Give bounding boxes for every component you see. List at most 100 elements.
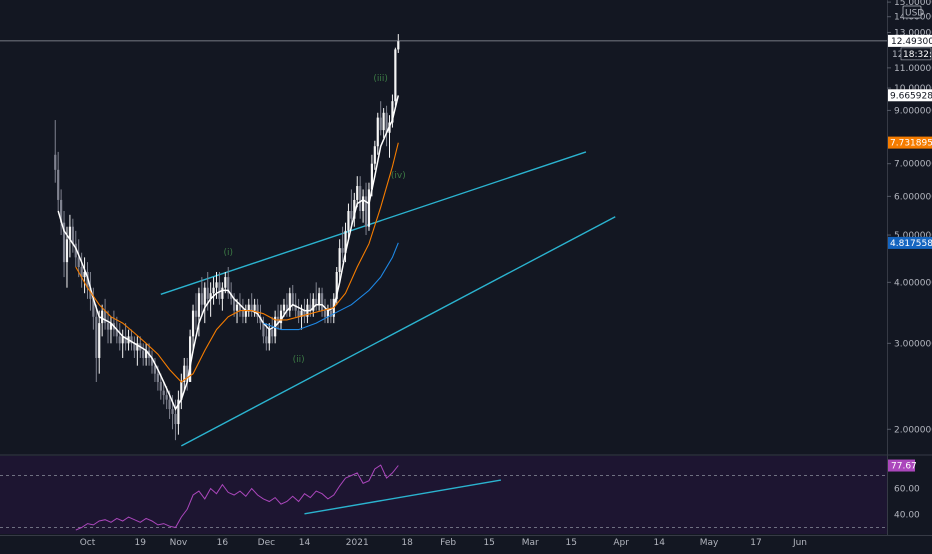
rsi-background [0, 456, 887, 534]
candle-body [106, 323, 110, 330]
candle-body [212, 287, 215, 294]
price-tick-label: 9.00000000 [894, 106, 932, 116]
rsi-tick-label: 40.00 [894, 511, 920, 521]
candle-body [159, 381, 162, 391]
candle-body [109, 323, 113, 330]
time-tick-label: Feb [440, 538, 456, 548]
time-tick-label: 15 [566, 538, 577, 548]
candle-body [385, 112, 388, 133]
candle-body [177, 399, 180, 425]
candle-body [362, 196, 365, 212]
candle-body [318, 293, 321, 305]
candle-body [215, 282, 218, 288]
candle-body [379, 117, 382, 131]
candle-body [262, 323, 265, 337]
candle-body [183, 365, 186, 382]
time-tick-label: Apr [613, 538, 629, 548]
channel-lines [160, 151, 616, 447]
indicator-price-value: 4.81755844 [890, 239, 932, 249]
time-tick-label: 14 [299, 538, 311, 548]
candle-body [74, 243, 77, 258]
rsi-value-tag [888, 459, 915, 472]
candle-body [238, 304, 242, 311]
price-tick-label: 3.00000000 [894, 339, 932, 349]
rsi-tick-label: 60.00 [894, 485, 920, 495]
candle-body [341, 248, 344, 253]
candle-body [200, 293, 203, 305]
candle-body [315, 298, 318, 305]
moving-average-line [263, 242, 399, 331]
candle-body [320, 293, 324, 311]
candle-body [394, 49, 397, 102]
candle-body [171, 409, 174, 414]
candle-body [121, 336, 124, 344]
candle-body [268, 329, 271, 344]
candle-body [294, 304, 297, 311]
moving-average-line [57, 95, 400, 411]
candle-body [150, 357, 154, 366]
price-axis: 15.0000000014.0000000013.0000000011.0000… [0, 0, 932, 435]
candle-body [142, 350, 145, 358]
candle-body [203, 287, 206, 305]
time-tick-label: 16 [217, 538, 229, 548]
candle-body [153, 365, 157, 374]
candle-body [180, 381, 183, 400]
candle-body [156, 373, 159, 382]
candle-body [265, 336, 268, 344]
wave-label: (iv) [391, 171, 406, 181]
price-tick-label: 13.00000000 [894, 28, 932, 38]
indicator-price-tag [888, 89, 932, 102]
candle-body [244, 310, 247, 317]
time-tick-label: Mar [522, 538, 539, 548]
candle-body [391, 101, 394, 123]
candle-body [101, 310, 104, 324]
candle-body [95, 316, 98, 358]
candle-body [191, 310, 195, 337]
price-tick-label: 6.00000000 [894, 192, 932, 202]
candle-body [282, 304, 286, 311]
candle-body [71, 226, 74, 244]
price-tick-label: 2.00000000 [894, 425, 932, 435]
price-tick-label: 15.00000000 [894, 0, 932, 8]
candle-body [118, 336, 121, 344]
wave-label: (ii) [293, 355, 305, 365]
candle-body [224, 277, 227, 288]
price-tick-clipped: 12 [892, 50, 903, 60]
candle-body [54, 154, 57, 170]
candle-body [124, 336, 127, 344]
currency-badge [902, 5, 922, 19]
candle-body [218, 282, 221, 299]
candle-body [397, 40, 400, 50]
rsi-trendline [304, 479, 502, 515]
candle-body [250, 304, 253, 311]
candle-body [62, 222, 66, 263]
time-axis: Oct 19 Nov 16 Dec 14 2021 18 Feb 15 Mar 15 Apr 14 May 1… [80, 538, 807, 548]
time-tick-label: Nov [170, 538, 188, 548]
candle-body [136, 343, 139, 351]
candle-body [89, 287, 92, 299]
wave-label: (v) [413, 0, 425, 1]
candle-body [288, 293, 291, 311]
time-tick-label: May [700, 538, 719, 548]
time-tick-label: 15 [483, 538, 494, 548]
time-tick-label: 19 [135, 538, 147, 548]
price-tick-label: 4.00000000 [894, 278, 932, 288]
candle-body [194, 310, 198, 317]
candle-body [57, 169, 60, 200]
candle-body [303, 310, 306, 317]
candle-body [233, 298, 236, 311]
wave-label: (iii) [373, 74, 388, 84]
candle-body [329, 310, 332, 317]
price-tick-label: 11.00000000 [894, 64, 932, 74]
candle-body [297, 310, 300, 317]
candle-body [68, 226, 72, 240]
candle-body [253, 304, 256, 311]
candle-body [77, 257, 80, 268]
candle-body [162, 390, 165, 396]
candle-body [197, 293, 201, 317]
candle-body [209, 293, 212, 299]
candle-body [247, 304, 250, 311]
candle-body [115, 329, 118, 337]
